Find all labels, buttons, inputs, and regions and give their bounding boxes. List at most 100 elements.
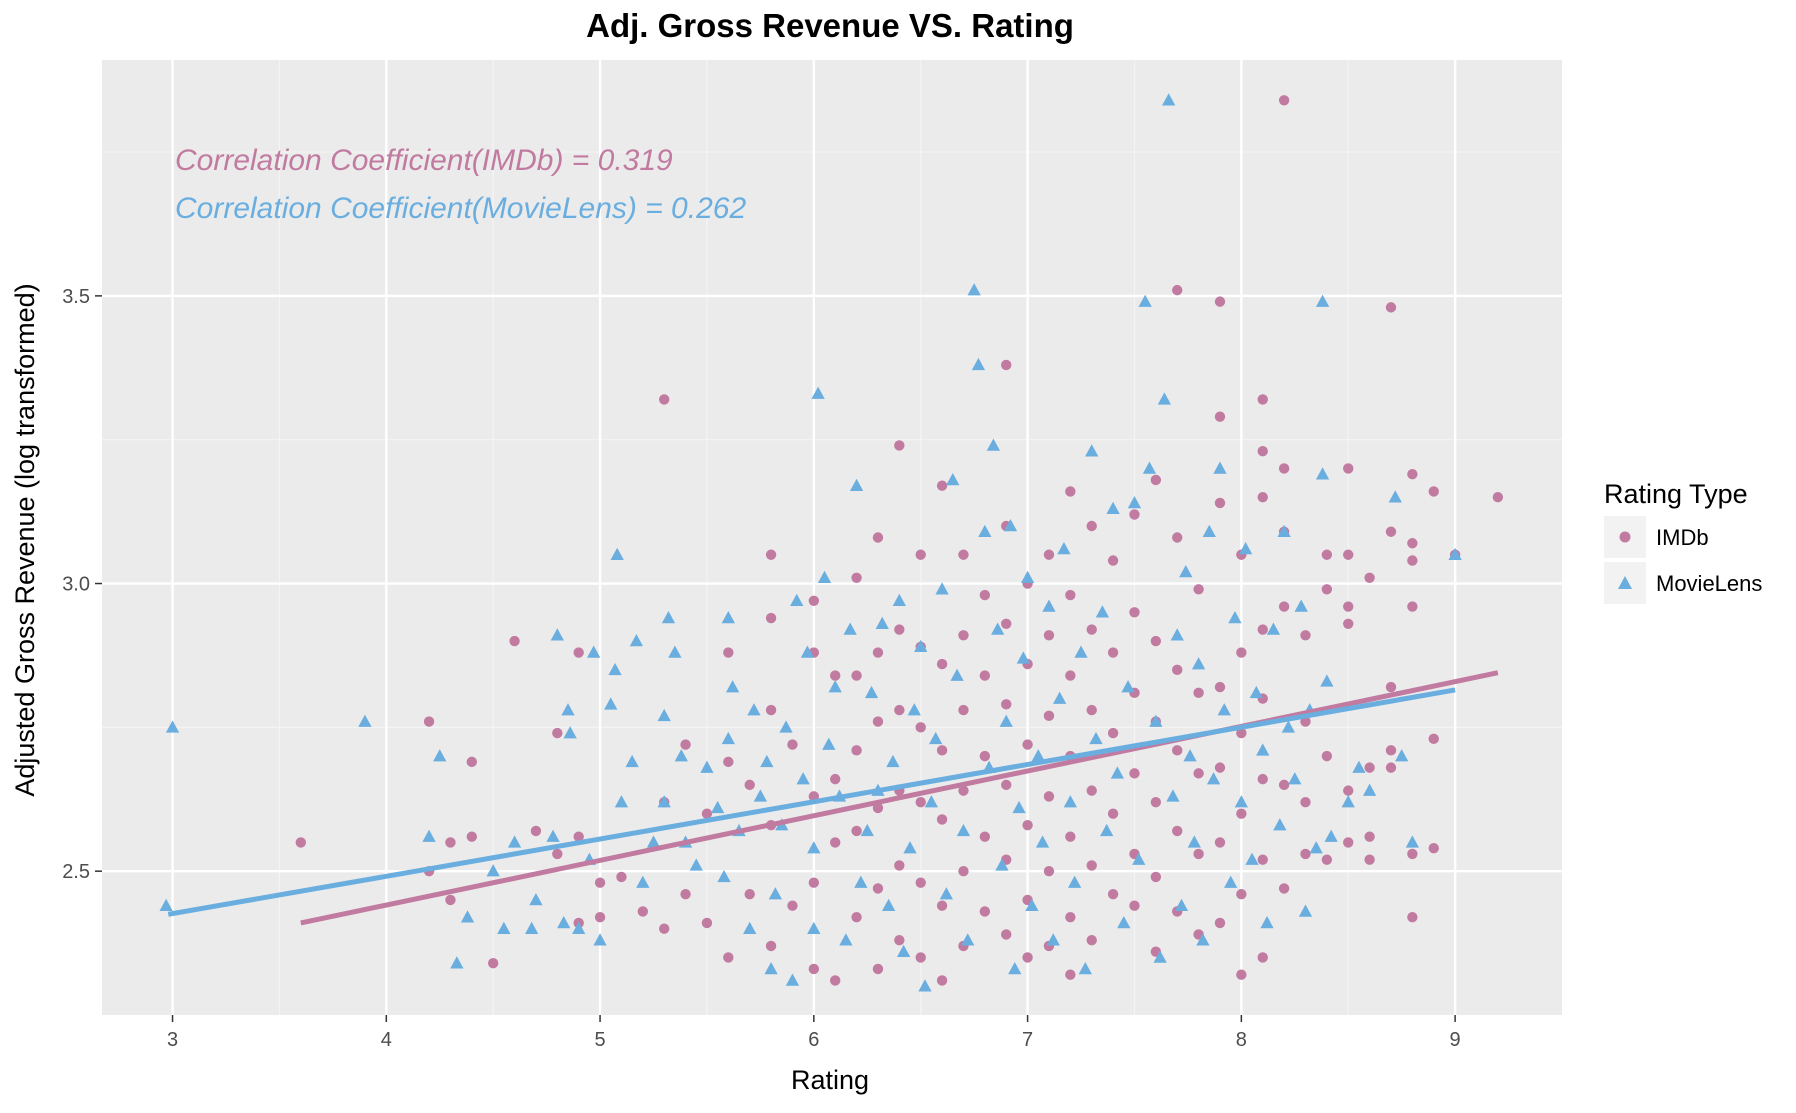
- point-movielens: [967, 283, 981, 296]
- point-movielens: [753, 789, 768, 802]
- point-movielens: [358, 714, 372, 727]
- point-imdb: [1257, 446, 1268, 457]
- point-movielens: [860, 823, 874, 837]
- point-imdb: [1364, 762, 1375, 773]
- point-movielens: [961, 933, 975, 946]
- point-imdb: [1193, 687, 1204, 699]
- point-imdb: [1214, 762, 1226, 773]
- point-movielens: [646, 835, 661, 848]
- point-imdb: [1086, 704, 1097, 716]
- point-imdb: [979, 589, 991, 601]
- point-movielens: [1238, 542, 1253, 555]
- point-movielens: [689, 858, 703, 871]
- point-movielens: [604, 697, 618, 710]
- point-imdb: [1172, 825, 1183, 837]
- trend-lines: [167, 670, 1499, 926]
- point-imdb: [830, 837, 841, 848]
- annotations: Correlation Coefficient(IMDb) = 0.319 Co…: [175, 144, 746, 225]
- point-movielens: [1012, 800, 1026, 814]
- point-movielens: [593, 933, 607, 946]
- point-imdb: [1300, 848, 1311, 860]
- point-imdb: [1150, 635, 1162, 647]
- point-imdb: [573, 647, 584, 658]
- point-imdb: [1193, 768, 1204, 779]
- point-imdb: [1107, 555, 1119, 566]
- point-imdb: [509, 635, 520, 647]
- point-imdb: [1129, 607, 1140, 618]
- point-imdb: [295, 837, 306, 848]
- x-tick-label: 5: [595, 1029, 606, 1051]
- point-movielens: [668, 645, 682, 658]
- point-movielens: [1149, 714, 1163, 727]
- point-imdb: [445, 837, 456, 848]
- point-movielens: [1288, 772, 1302, 785]
- point-movielens: [924, 795, 939, 808]
- point-movielens: [1298, 904, 1313, 917]
- point-imdb: [1086, 624, 1097, 635]
- point-movielens: [1281, 720, 1296, 733]
- point-imdb: [1172, 664, 1183, 676]
- x-tick-label: 8: [1236, 1029, 1247, 1051]
- point-movielens: [779, 720, 793, 733]
- point-movielens: [1249, 685, 1263, 699]
- point-imdb: [1343, 463, 1354, 474]
- point-imdb: [1257, 773, 1268, 785]
- point-imdb: [1343, 618, 1354, 629]
- point-movielens: [1206, 772, 1221, 785]
- point-movielens: [1405, 835, 1420, 848]
- point-imdb: [1001, 618, 1012, 629]
- point-movielens: [165, 720, 180, 733]
- point-imdb: [1065, 589, 1076, 601]
- point-imdb: [787, 900, 798, 911]
- point-movielens: [881, 898, 896, 911]
- point-imdb: [830, 773, 841, 785]
- point-imdb: [1407, 911, 1418, 923]
- point-imdb: [830, 670, 841, 681]
- point-imdb: [1343, 549, 1354, 560]
- legend-movielens-triangle-icon: [1618, 576, 1632, 589]
- point-movielens: [1166, 789, 1180, 802]
- trend-line-imdb: [300, 670, 1499, 926]
- point-imdb: [851, 745, 862, 756]
- point-imdb: [1172, 532, 1183, 543]
- point-movielens: [636, 875, 650, 888]
- legend-label-movielens: MovieLens: [1656, 571, 1762, 596]
- point-movielens: [1042, 599, 1056, 612]
- point-imdb: [872, 716, 884, 727]
- point-imdb: [658, 394, 670, 405]
- point-imdb: [915, 796, 926, 808]
- point-movielens: [790, 593, 804, 607]
- point-movielens: [450, 956, 464, 969]
- point-movielens: [422, 829, 436, 842]
- point-movielens: [875, 616, 889, 630]
- point-imdb: [723, 756, 734, 768]
- point-movielens: [822, 737, 836, 750]
- point-movielens: [1078, 961, 1092, 975]
- series-imdb: [295, 95, 1504, 986]
- point-imdb: [872, 963, 884, 975]
- point-movielens: [1245, 852, 1259, 865]
- point-movielens: [1170, 628, 1184, 641]
- point-imdb: [958, 549, 969, 560]
- point-movielens: [946, 472, 960, 486]
- point-movielens: [1341, 795, 1355, 808]
- point-movielens: [1179, 565, 1193, 578]
- point-movielens: [725, 680, 740, 693]
- point-movielens: [1309, 841, 1323, 854]
- point-movielens: [1095, 605, 1110, 618]
- point-imdb: [915, 877, 926, 888]
- y-tick-label: 2.5: [62, 861, 90, 883]
- point-imdb: [1214, 917, 1226, 929]
- point-movielens: [1003, 518, 1018, 532]
- point-imdb: [1172, 745, 1183, 756]
- point-movielens: [956, 823, 971, 837]
- point-movielens: [950, 668, 964, 681]
- point-imdb: [851, 572, 862, 583]
- point-movielens: [1106, 501, 1120, 514]
- point-imdb: [1407, 538, 1418, 549]
- point-movielens: [1228, 611, 1242, 624]
- point-movielens: [1020, 570, 1035, 584]
- point-imdb: [936, 814, 948, 825]
- point-movielens: [1320, 674, 1334, 687]
